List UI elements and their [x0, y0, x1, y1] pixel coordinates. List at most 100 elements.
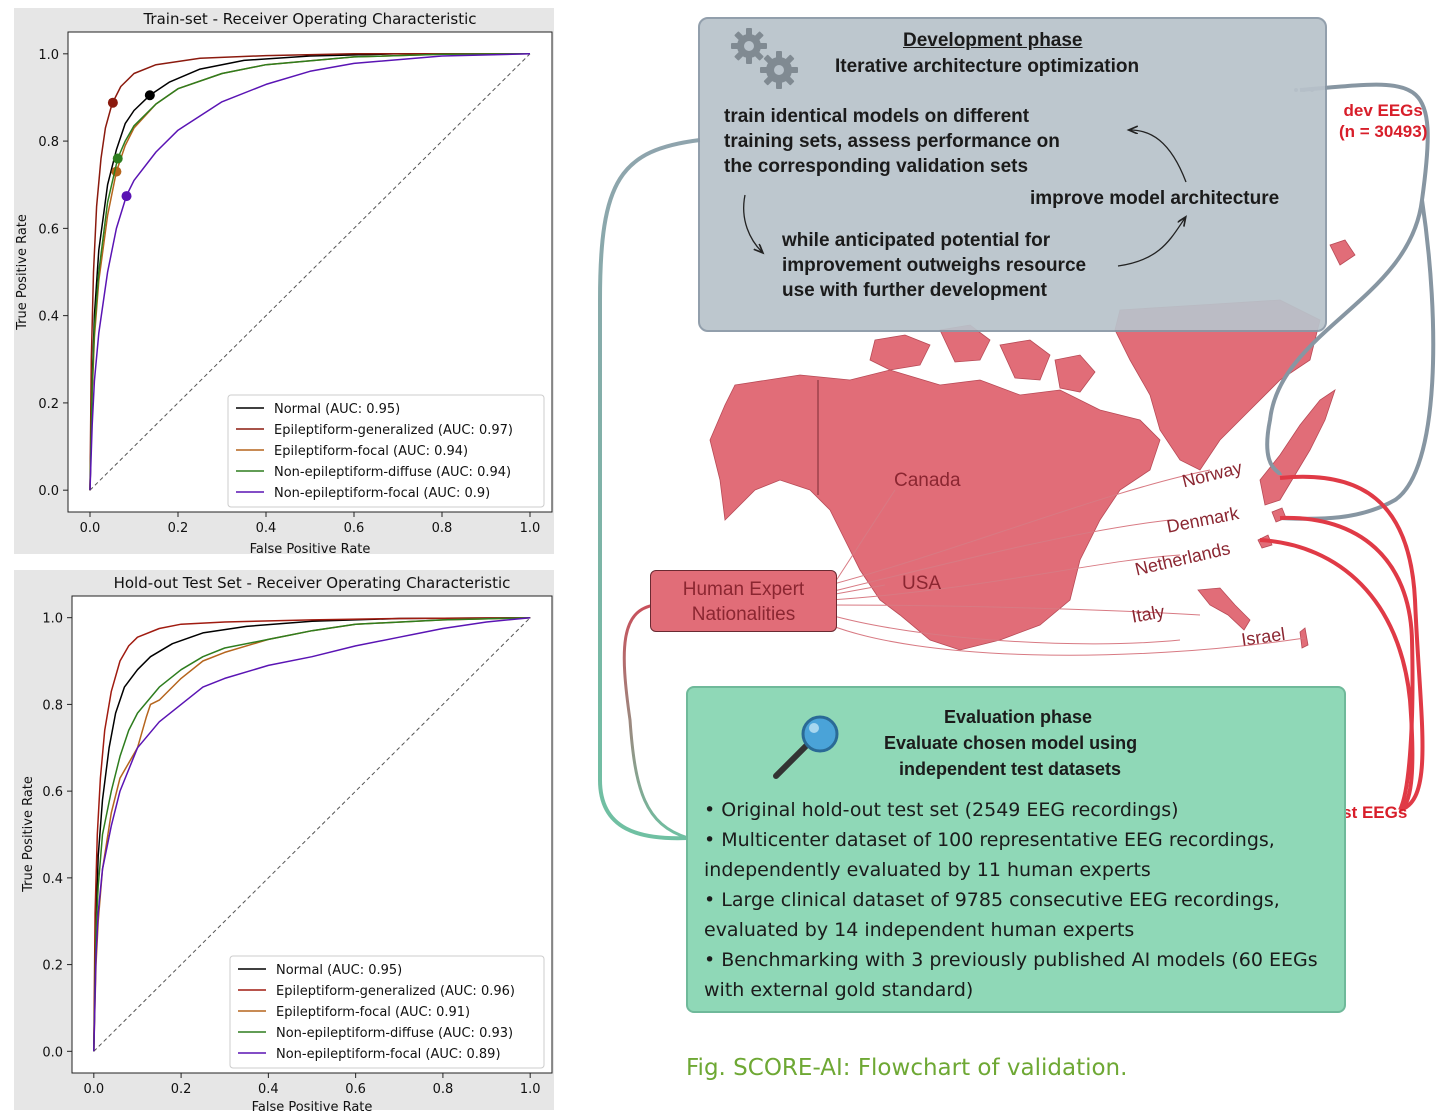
x-axis-label: False Positive Rate	[250, 542, 371, 557]
while-line: while anticipated potential for	[782, 230, 1051, 251]
legend-nonepi-focal: Non-epileptiform-focal (AUC: 0.9)	[274, 486, 490, 501]
dev-eegs-title: dev EEGs	[1343, 101, 1423, 120]
test-roc-chart: Hold-out Test Set - Receiver Operating C…	[21, 574, 553, 1113]
legend-epi-focal: Epileptiform-focal (AUC: 0.91)	[276, 1005, 470, 1020]
legend-epi-gen: Epileptiform-generalized (AUC: 0.96)	[276, 984, 515, 999]
label-canada: Canada	[894, 470, 961, 491]
y-tick-label: 0.2	[42, 959, 63, 974]
arrow-up-left	[1130, 130, 1187, 183]
x-tick-label: 0.0	[80, 521, 101, 536]
chart-legend: Normal (AUC: 0.95) Epileptiform-generali…	[227, 394, 545, 508]
train-roc-chart: Train-set - Receiver Operating Character…	[15, 10, 553, 557]
roc-series-line	[93, 616, 531, 1052]
x-axis-label: False Positive Rate	[252, 1100, 373, 1113]
y-tick-label: 0.2	[38, 397, 59, 412]
operating-point	[144, 90, 155, 101]
cycle-arrows	[743, 120, 1320, 267]
chart-legend: Normal (AUC: 0.95) Epileptiform-generali…	[229, 955, 545, 1069]
roc-series-line	[89, 53, 531, 491]
operating-point	[111, 166, 122, 177]
y-tick-label: 0.4	[38, 310, 59, 325]
legend-box	[229, 955, 545, 1069]
legend-normal: Normal (AUC: 0.95)	[274, 402, 400, 417]
label-usa: USA	[902, 573, 942, 594]
dev-eegs-count: (n = 30493)	[1339, 122, 1428, 141]
gears-icon	[731, 28, 798, 89]
test-eegs-connectors	[1259, 474, 1425, 812]
operating-point	[121, 191, 132, 202]
eval-bullet-cont: with external gold standard)	[704, 979, 974, 1001]
x-tick-label: 0.2	[171, 1082, 192, 1097]
y-tick-label: 1.0	[38, 48, 59, 63]
development-phase-box	[698, 17, 1327, 332]
eval-phase-heading: Evaluation phase	[944, 707, 1093, 727]
dev-train-text: train identical models on different trai…	[724, 104, 1060, 179]
x-tick-label: 0.4	[256, 521, 277, 536]
legend-nonepi-diffuse: Non-epileptiform-diffuse (AUC: 0.94)	[274, 465, 511, 480]
eval-bullet: • Benchmarking with 3 previously publish…	[704, 949, 1318, 971]
chart-title: Train-set - Receiver Operating Character…	[142, 10, 476, 28]
y-tick-label: 0.6	[42, 785, 63, 800]
x-tick-label: 1.0	[520, 1082, 541, 1097]
x-tick-label: 0.8	[432, 521, 453, 536]
expert-line: Human Expert	[682, 579, 805, 600]
eval-bullets: • Original hold-out test set (2549 EEG r…	[704, 795, 1318, 1005]
north-america-map	[709, 324, 1161, 651]
roc-curves	[93, 616, 531, 1052]
y-tick-label: 0.8	[38, 135, 59, 150]
eval-bullet: • Original hold-out test set (2549 EEG r…	[704, 799, 1179, 821]
operating-point	[112, 153, 123, 164]
axis-ticks: 0.0 0.2 0.4 0.6 0.8 1.0 0.0 0.2 0.4 0.6 0.8 1.0	[42, 612, 540, 1097]
dev-eegs-connector-2	[1279, 199, 1436, 521]
dev-eegs-label: dev EEGs (n = 30493)	[1339, 100, 1427, 142]
train-line: the corresponding validation sets	[724, 156, 1029, 177]
legend-nonepi-focal: Non-epileptiform-focal (AUC: 0.89)	[276, 1047, 501, 1062]
legend-epi-focal: Epileptiform-focal (AUC: 0.94)	[274, 444, 468, 459]
test-eegs-label: test EEGs	[1327, 803, 1408, 822]
arrow-down	[743, 194, 762, 252]
expert-line: Nationalities	[691, 604, 796, 625]
roc-series-line	[93, 616, 531, 1052]
dev-while-text: while anticipated potential for improvem…	[782, 228, 1086, 303]
dev-phase-heading: Development phase	[903, 30, 1083, 51]
legend-nonepi-diffuse: Non-epileptiform-diffuse (AUC: 0.93)	[276, 1026, 513, 1041]
y-tick-label: 0.6	[38, 222, 59, 237]
axis-ticks: 0.0 0.2 0.4 0.6 0.8 1.0 0.0 0.2 0.4 0.6 0.8 1.0	[38, 48, 540, 536]
roc-series-line	[89, 53, 530, 491]
flowchart-graphics	[598, 82, 1436, 841]
human-expert-label: Human Expert Nationalities	[650, 577, 837, 627]
x-tick-label: 0.2	[168, 521, 189, 536]
figure-caption: Fig. SCORE-AI: Flowchart of validation.	[686, 1055, 1128, 1081]
while-line: improvement outweighs resource	[782, 255, 1087, 276]
x-tick-label: 0.8	[433, 1082, 454, 1097]
dev-eegs-connector	[1265, 82, 1430, 476]
roc-series-line	[89, 53, 530, 491]
chance-diagonal	[89, 53, 531, 491]
evaluation-phase-box	[686, 686, 1346, 1013]
x-tick-label: 0.4	[258, 1082, 279, 1097]
dev-improve-text: improve model architecture	[1030, 188, 1280, 209]
expert-country-lines	[829, 469, 1306, 656]
dev-to-eval-connector	[598, 138, 701, 841]
train-line: training sets, assess performance on	[724, 131, 1060, 152]
roc-series-line	[93, 616, 531, 1052]
human-expert-box	[650, 570, 837, 632]
europe-map	[1197, 239, 1356, 649]
y-tick-label: 0.0	[38, 484, 59, 499]
roc-series-line	[89, 53, 531, 491]
x-tick-label: 0.0	[83, 1082, 104, 1097]
x-tick-label: 0.6	[345, 1082, 366, 1097]
roc-charts: Train-set - Receiver Operating Character…	[14, 8, 554, 1113]
legend-epi-gen: Epileptiform-generalized (AUC: 0.97)	[274, 423, 513, 438]
chance-diagonal	[93, 617, 531, 1052]
y-tick-label: 1.0	[42, 612, 63, 627]
experts-to-eval-connector	[622, 603, 689, 840]
roc-curves	[89, 53, 531, 491]
y-axis-label: True Positive Rate	[21, 776, 36, 893]
eval-bullet-cont: independently evaluated by 11 human expe…	[704, 859, 1151, 881]
legend-normal: Normal (AUC: 0.95)	[276, 963, 402, 978]
eval-bullet-cont: evaluated by 14 independent human expert…	[704, 919, 1135, 941]
x-tick-label: 0.6	[344, 521, 365, 536]
operating-point	[107, 97, 118, 108]
y-tick-label: 0.0	[42, 1045, 63, 1060]
